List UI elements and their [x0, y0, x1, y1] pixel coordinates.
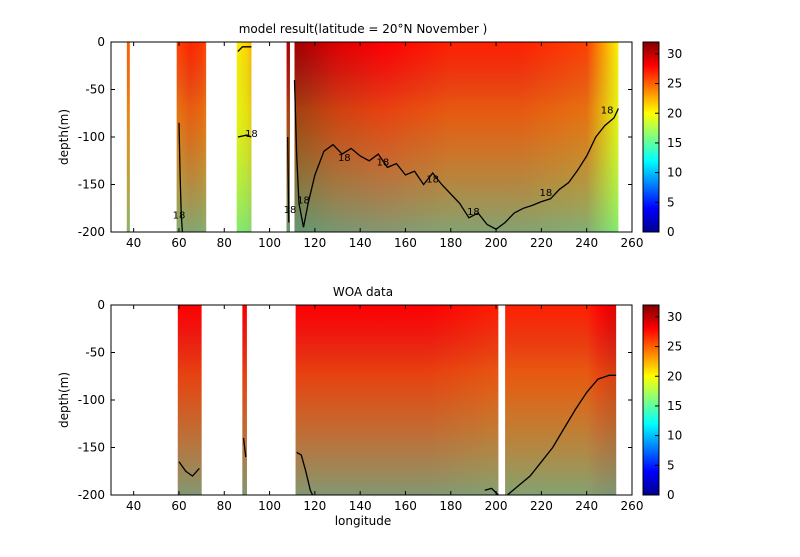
x-tick-label: 240 [575, 499, 598, 513]
y-tick-label: -100 [78, 393, 105, 407]
x-tick-label: 140 [349, 499, 372, 513]
isotherm-layer [178, 374, 617, 496]
colorbar-tick-label: 15 [667, 136, 682, 150]
x-tick-label: 220 [530, 236, 553, 250]
y-axis: 0 -50 -100 -150 -200 [78, 35, 632, 239]
x-tick-label: 260 [621, 499, 644, 513]
x-tick-label: 200 [485, 236, 508, 250]
contour-label: 18 [601, 105, 614, 116]
x-tick-label: 160 [394, 499, 417, 513]
y-tick-label: 0 [97, 298, 105, 312]
isotherm-line [293, 79, 619, 230]
chart-title: model result(latitude = 20°N November ) [239, 22, 488, 36]
y-axis: 0 -50 -100 -150 -200 [78, 298, 632, 502]
contour-label: 18 [467, 207, 480, 218]
contour-label: 18 [297, 196, 310, 207]
contour-label: 18 [426, 175, 439, 186]
x-tick-label: 80 [217, 236, 232, 250]
depth-shading [126, 42, 130, 232]
depth-shading [242, 305, 247, 495]
colorbar-tick-label: 5 [667, 195, 675, 209]
contour-label: 18 [540, 188, 553, 199]
x-tick-label: 260 [621, 236, 644, 250]
isotherm-line [242, 437, 247, 458]
heatmap-layer [177, 305, 617, 495]
x-axis: 40 60 80 100 120 140 160 180 200 220 240 260 [126, 42, 643, 250]
heatmap-layer [126, 42, 619, 232]
colorbar-ticks: 30 25 20 15 10 5 0 [655, 47, 682, 239]
colorbar-tick-label: 30 [667, 47, 682, 61]
x-tick-label: 80 [217, 499, 232, 513]
x-tick-label: 60 [171, 499, 186, 513]
model-result-panel: model result(latitude = 20°N November ) … [57, 22, 682, 250]
y-tick-label: -150 [78, 178, 105, 192]
depth-shading [176, 42, 207, 232]
x-tick-label: 140 [349, 236, 372, 250]
y-tick-label: -100 [78, 130, 105, 144]
x-tick-label: 180 [439, 499, 462, 513]
colorbar-tick-label: 0 [667, 225, 675, 239]
x-tick-label: 120 [303, 236, 326, 250]
colorbar-tick-label: 10 [667, 166, 682, 180]
y-tick-label: -200 [78, 225, 105, 239]
depth-shading [505, 305, 617, 495]
x-tick-label: 60 [171, 236, 186, 250]
colorbar-tick-label: 25 [667, 340, 682, 354]
colorbar-tick-label: 0 [667, 488, 675, 502]
x-tick-label: 220 [530, 499, 553, 513]
colorbar-tick-label: 5 [667, 458, 675, 472]
y-tick-label: -150 [78, 441, 105, 455]
colorbar [642, 41, 660, 233]
depth-shading [294, 42, 619, 232]
x-tick-label: 180 [439, 236, 462, 250]
x-tick-label: 100 [258, 236, 281, 250]
contour-label: 18 [284, 205, 297, 216]
y-axis-label: depth(m) [57, 109, 71, 165]
x-tick-label: 40 [126, 236, 141, 250]
x-axis: 40 60 80 100 120 140 160 180 200 220 240 260 [126, 305, 643, 513]
x-tick-label: 200 [485, 499, 508, 513]
x-tick-label: 120 [303, 499, 326, 513]
isotherm-line [237, 46, 252, 52]
colorbar-tick-label: 30 [667, 310, 682, 324]
isotherm-line [178, 461, 200, 477]
contour-label: 18 [338, 153, 351, 164]
isotherm-line [178, 122, 184, 233]
chart-title: WOA data [333, 285, 393, 299]
x-tick-label: 100 [258, 499, 281, 513]
colorbar-tick-label: 20 [667, 369, 682, 383]
x-tick-label: 40 [126, 499, 141, 513]
depth-shading [177, 305, 202, 495]
colorbar-tick-label: 10 [667, 429, 682, 443]
colorbar-tick-label: 15 [667, 399, 682, 413]
depth-shading [236, 42, 252, 232]
x-axis-label: longitude [335, 514, 392, 528]
isotherm-line [237, 134, 252, 138]
contour-label: 18 [376, 158, 389, 169]
woa-data-panel: WOA data 40 60 80 100 120 140 160 180 200 220 240 2… [57, 285, 682, 528]
colorbar-tick-label: 25 [667, 77, 682, 91]
contour-label: 18 [173, 211, 186, 222]
colorbar-ticks: 30 25 20 15 10 5 0 [655, 310, 682, 502]
contour-label: 18 [245, 129, 258, 140]
y-tick-label: 0 [97, 35, 105, 49]
isotherm-line [296, 451, 314, 496]
y-tick-label: -50 [85, 346, 105, 360]
x-tick-label: 240 [575, 236, 598, 250]
y-tick-label: -50 [85, 83, 105, 97]
isotherm-line [506, 374, 617, 496]
depth-shading [295, 305, 499, 495]
isotherm-line [287, 136, 290, 223]
colorbar-tick-label: 20 [667, 106, 682, 120]
y-tick-label: -200 [78, 488, 105, 502]
y-axis-label: depth(m) [57, 372, 71, 428]
colorbar [642, 304, 660, 496]
x-tick-label: 160 [394, 236, 417, 250]
